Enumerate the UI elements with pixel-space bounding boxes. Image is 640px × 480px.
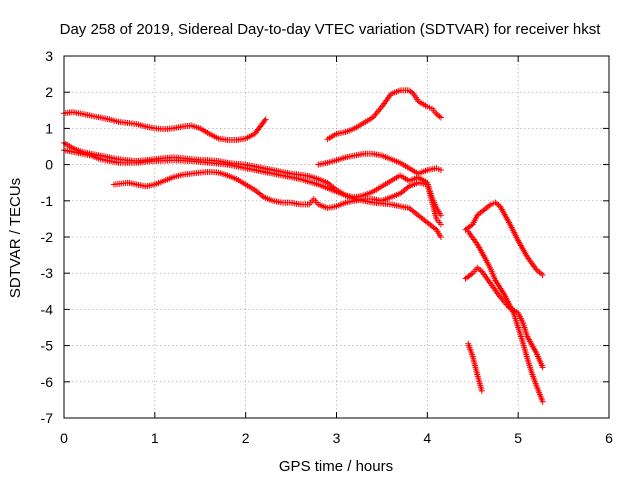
series-track-3 <box>61 147 444 240</box>
x-tick-label: 0 <box>60 430 68 446</box>
y-tick-label: -3 <box>41 265 54 281</box>
series-track-2 <box>61 139 444 219</box>
marker-trace <box>465 340 485 394</box>
y-tick-label: -7 <box>41 410 54 426</box>
marker-trace <box>315 150 444 177</box>
series-track-8 <box>462 264 546 371</box>
data-markers <box>61 87 546 405</box>
y-tick-label: 3 <box>45 48 53 64</box>
series-track-5 <box>315 150 444 177</box>
grid-lines <box>64 56 609 418</box>
series-track-4 <box>110 168 444 228</box>
series-track-9 <box>465 228 546 405</box>
y-tick-label: -1 <box>41 193 54 209</box>
y-tick-label: 2 <box>45 84 53 100</box>
marker-trace <box>465 228 546 405</box>
series-track-1 <box>61 109 269 143</box>
marker-trace <box>61 109 269 143</box>
y-tick-label: 0 <box>45 157 53 173</box>
y-tick-labels: 3 2 1 0 -1 -2 -3 -4 -5 -6 -7 <box>41 48 54 426</box>
y-tick-label: 1 <box>45 120 53 136</box>
x-tick-label: 6 <box>605 430 613 446</box>
marker-trace <box>324 87 444 143</box>
series-track-10 <box>465 340 485 394</box>
x-axis-label: GPS time / hours <box>279 458 393 475</box>
x-tick-label: 1 <box>151 430 159 446</box>
y-axis-label: SDTVAR / TECUs <box>7 178 24 298</box>
marker-trace <box>61 147 444 240</box>
x-tick-label: 3 <box>333 430 341 446</box>
marker-trace <box>61 139 444 219</box>
x-tick-label: 2 <box>242 430 250 446</box>
marker-trace <box>110 168 444 228</box>
y-tick-label: -2 <box>41 229 54 245</box>
y-tick-label: -4 <box>41 301 54 317</box>
x-tick-labels: 0 1 2 3 4 5 6 <box>60 430 613 446</box>
axis-ticks <box>63 55 610 419</box>
chart-title: Day 258 of 2019, Sidereal Day-to-day VTE… <box>60 21 602 38</box>
marker-trace <box>462 264 546 371</box>
marker-trace <box>462 199 546 279</box>
y-tick-label: -5 <box>41 338 54 354</box>
series-track-6 <box>324 87 444 143</box>
series-track-7 <box>462 199 546 279</box>
x-tick-label: 5 <box>514 430 522 446</box>
x-tick-label: 4 <box>423 430 431 446</box>
y-tick-label: -6 <box>41 374 54 390</box>
